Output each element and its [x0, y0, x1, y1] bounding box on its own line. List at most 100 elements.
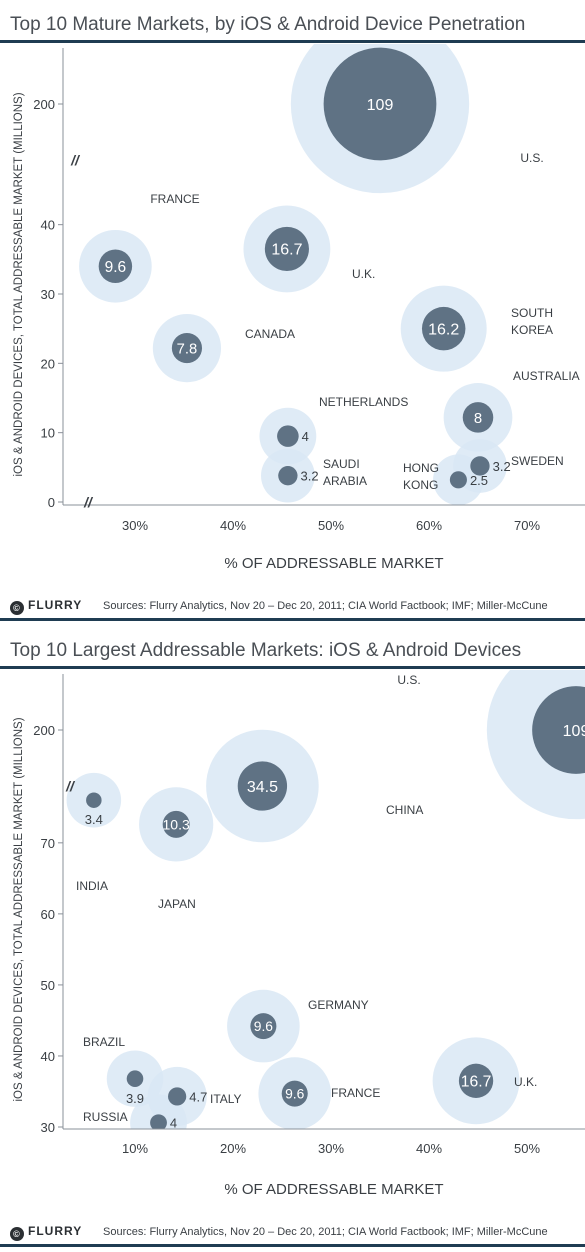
x-tick-label: 50% — [318, 518, 344, 533]
market-label-line: KOREA — [511, 323, 553, 337]
bubble-inner-france — [281, 1080, 308, 1107]
x-tick-label: 30% — [122, 518, 148, 533]
market-label-line: ARABIA — [323, 474, 367, 488]
market-label-line: GERMANY — [308, 998, 369, 1012]
market-label-india: INDIA — [76, 879, 108, 893]
market-label-line: JAPAN — [158, 897, 196, 911]
y-tick-label: 40 — [41, 218, 55, 233]
market-label-line: CHINA — [386, 803, 423, 817]
bubble-value-label: 9.6 — [285, 1086, 305, 1102]
bubbles-layer: 109 16.7 16.2 9.6 8 7.8 4 3.2 3.2 2.5 — [79, 44, 513, 505]
bubble-inner-u-s- — [323, 47, 437, 161]
market-label-line: INDIA — [76, 879, 108, 893]
bubble-value-label: 3.2 — [493, 459, 511, 474]
title-rule — [0, 666, 585, 669]
x-axis-title: % OF ADDRESSABLE MARKET — [224, 555, 443, 572]
market-label-line: SOUTH — [511, 306, 553, 320]
bubble-inner-u-s- — [532, 686, 585, 774]
bubbles-layer: 109 34.5 16.7 10.3 9.6 9.6 4.7 4 3.9 3.4 — [66, 670, 585, 1131]
market-label-line: BRAZIL — [83, 1035, 125, 1049]
bubble-inner-italy — [168, 1087, 187, 1106]
flurry-logo-text: FLURRY — [28, 598, 83, 612]
bubble-inner-saudi-arabia — [278, 465, 298, 486]
footer-rule — [0, 618, 585, 621]
market-label-line: U.K. — [514, 1075, 537, 1089]
chart-panel-mature-markets: Top 10 Mature Markets, by iOS & Android … — [0, 14, 585, 621]
bubble-value-label: 9.6 — [254, 1018, 274, 1034]
y-tick-label: 30 — [41, 1120, 55, 1135]
market-label-brazil: BRAZIL — [83, 1035, 125, 1049]
y-tick-label: 200 — [33, 723, 55, 738]
bubble-value-label: 3.9 — [126, 1091, 144, 1106]
title-rule — [0, 40, 585, 43]
bubble-inner-brazil — [126, 1070, 144, 1087]
market-label-netherlands: NETHERLANDS — [319, 395, 408, 409]
x-axis-title: % OF ADDRESSABLE MARKET — [224, 1181, 443, 1198]
y-axis-title: iOS & ANDROID DEVICES, TOTAL ADDRESSABLE… — [13, 92, 25, 476]
market-label-line: HONG — [403, 461, 439, 475]
market-label-line: CANADA — [245, 327, 295, 341]
market-label-u-s-: U.S. — [520, 151, 543, 165]
y-tick-label: 30 — [41, 287, 55, 302]
sources-note: Sources: Flurry Analytics, Nov 20 – Dec … — [103, 600, 548, 612]
market-label-u-k-: U.K. — [352, 267, 375, 281]
bubble-inner-india — [86, 792, 102, 808]
bubble-inner-france — [98, 249, 133, 283]
market-label-australia: AUSTRALIA — [513, 369, 580, 383]
flurry-logo: © FLURRY — [10, 1224, 82, 1241]
flurry-logo-icon: © — [10, 601, 24, 615]
bubble-value-label: 8 — [474, 411, 482, 427]
bubble-value-label: 34.5 — [247, 779, 278, 796]
y-tick-label: 20 — [41, 356, 55, 371]
bubble-value-label: 10.3 — [162, 816, 190, 832]
market-label-russia: RUSSIA — [83, 1110, 128, 1124]
market-label-saudi-arabia: SAUDI ARABIA — [323, 457, 367, 488]
y-tick-label: 200 — [33, 97, 55, 112]
flurry-logo-icon: © — [10, 1227, 24, 1241]
market-label-japan: JAPAN — [158, 897, 196, 911]
x-tick-label: 70% — [514, 518, 540, 533]
market-label-line: FRANCE — [331, 1086, 380, 1100]
y-axis-title: iOS & ANDROID DEVICES, TOTAL ADDRESSABLE… — [13, 717, 25, 1101]
market-label-line: RUSSIA — [83, 1110, 128, 1124]
y-tick-label: 40 — [41, 1049, 55, 1064]
market-label-sweden: SWEDEN — [511, 454, 564, 468]
market-label-u-k-: U.K. — [514, 1075, 537, 1089]
chart-title: Top 10 Mature Markets, by iOS & Android … — [10, 14, 526, 35]
bubble-value-label: 7.8 — [177, 341, 198, 357]
bubble-value-label: 4.7 — [189, 1089, 207, 1104]
bubble-inner-sweden — [470, 456, 490, 476]
market-label-line: KONG — [403, 478, 438, 492]
market-label-france: FRANCE — [150, 192, 199, 206]
axis-break-mark: // — [70, 152, 81, 168]
bubble-inner-canada — [171, 332, 203, 364]
bubble-value-label: 109 — [367, 97, 394, 114]
market-label-line: SAUDI — [323, 457, 360, 471]
bubble-inner-germany — [250, 1013, 277, 1040]
bubble-inner-china — [237, 761, 288, 811]
market-label-china: CHINA — [386, 803, 423, 817]
market-label-canada: CANADA — [245, 327, 295, 341]
bubble-chart-largest-markets: 109 34.5 16.7 10.3 9.6 9.6 4.7 4 3.9 3.4 30 40 50 60 7… — [13, 670, 585, 1198]
bubble-value-label: 16.2 — [428, 321, 459, 338]
bubble-value-label: 4 — [302, 429, 309, 444]
bubble-inner-hong-kong — [449, 471, 467, 489]
market-label-line: SWEDEN — [511, 454, 564, 468]
y-tick-label: 60 — [41, 907, 55, 922]
x-tick-label: 40% — [220, 518, 246, 533]
y-tick-label: 50 — [41, 978, 55, 993]
chart-title: Top 10 Largest Addressable Markets: iOS … — [10, 640, 522, 661]
x-tick-label: 50% — [514, 1141, 540, 1156]
footer-rule — [0, 1244, 585, 1247]
bubble-value-label: 4 — [170, 1116, 177, 1131]
market-label-italy: ITALY — [210, 1092, 242, 1106]
flurry-logo-text: FLURRY — [28, 1224, 83, 1238]
market-label-hong-kong: HONG KONG — [403, 461, 439, 492]
market-label-line: FRANCE — [150, 192, 199, 206]
bubble-value-label: 9.6 — [105, 259, 127, 276]
bubble-inner-u-k- — [264, 226, 309, 272]
sources-note: Sources: Flurry Analytics, Nov 20 – Dec … — [103, 1226, 548, 1238]
bubble-value-label: 3.2 — [301, 469, 319, 484]
x-tick-label: 10% — [122, 1141, 148, 1156]
bubble-value-label: 3.4 — [85, 812, 103, 827]
